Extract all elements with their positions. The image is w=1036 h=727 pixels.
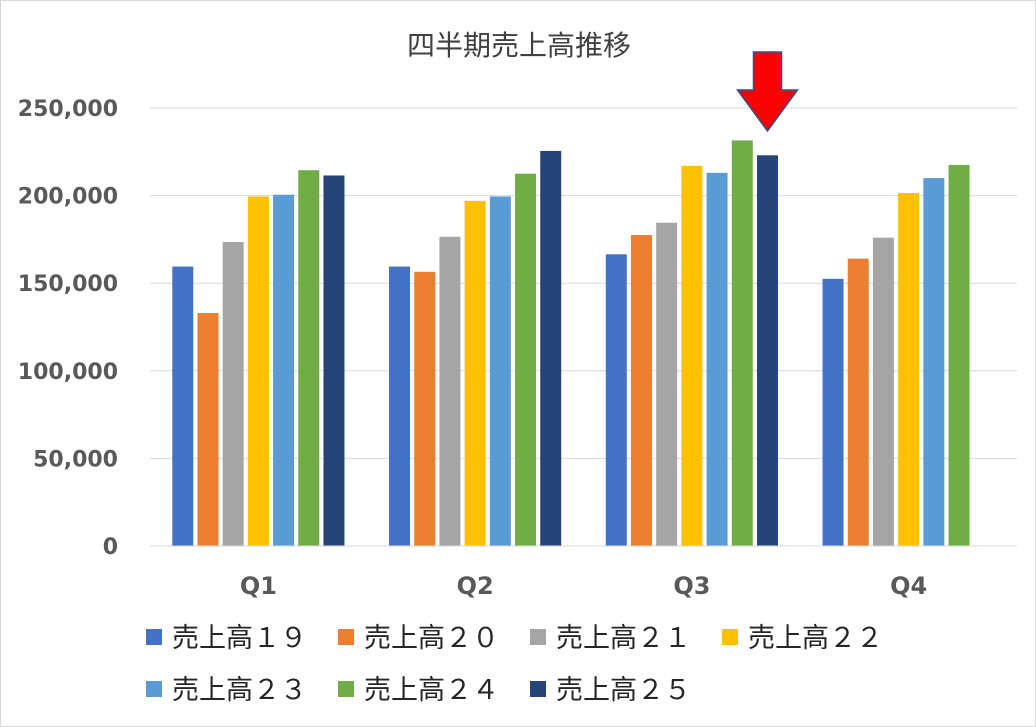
legend-label: 売上高１９ [172,623,307,654]
legend-swatch [146,629,162,645]
bar [540,150,562,546]
legend-swatch [722,629,738,645]
bar [872,237,894,546]
legend: 売上高１９ 売上高２０ 売上高２１ 売上高２２ 売上高２３ 売上高２４ 売上高２５ [146,623,883,706]
bar [656,222,678,547]
bar [273,194,295,546]
bar [822,278,844,546]
x-tick-label: Q3 [673,572,710,600]
y-tick-label: 0 [103,535,118,560]
legend-swatch [338,629,354,645]
legend-label: 売上高２２ [748,623,883,654]
bar [247,196,269,546]
bar [323,175,345,546]
bar [731,140,753,547]
bar [923,178,945,546]
y-axis-tick-labels: 0 50,000 100,000 150,000 200,000 250,000 [18,97,118,560]
legend-swatch [146,681,162,697]
bar [605,254,627,547]
y-tick-label: 50,000 [33,447,118,472]
y-tick-label: 100,000 [18,360,118,385]
legend-label: 売上高２５ [556,675,691,706]
bar [464,200,486,546]
bar [414,271,436,546]
bar [898,192,920,547]
bar [439,236,461,546]
bar [756,155,778,546]
legend-label: 売上高２１ [556,623,691,654]
annotation [735,51,799,133]
bar [681,165,703,547]
bar [298,170,320,547]
x-tick-label: Q2 [457,572,494,600]
bar [515,173,537,546]
bar [948,164,970,546]
x-tick-label: Q4 [890,572,927,600]
y-tick-label: 150,000 [18,272,118,297]
gridlines [150,107,1017,459]
y-tick-label: 200,000 [18,185,118,210]
x-axis-tick-labels: Q1 Q2 Q3 Q4 [240,572,927,600]
y-tick-label: 250,000 [18,97,118,122]
legend-label: 売上高２０ [364,623,499,654]
legend-label: 売上高２４ [364,675,499,706]
bars [172,140,970,547]
x-tick-label: Q1 [240,572,277,600]
bar [630,235,652,546]
bar [706,172,728,546]
legend-label: 売上高２３ [172,675,307,706]
bar [197,312,219,546]
legend-swatch [530,681,546,697]
down-arrow-icon [735,51,799,133]
bar [222,242,244,546]
bar [172,266,194,546]
bar [489,196,511,546]
bar [389,266,411,546]
legend-swatch [530,629,546,645]
legend-swatch [338,681,354,697]
chart-title: 四半期売上高推移 [407,29,631,62]
bar [847,258,869,546]
